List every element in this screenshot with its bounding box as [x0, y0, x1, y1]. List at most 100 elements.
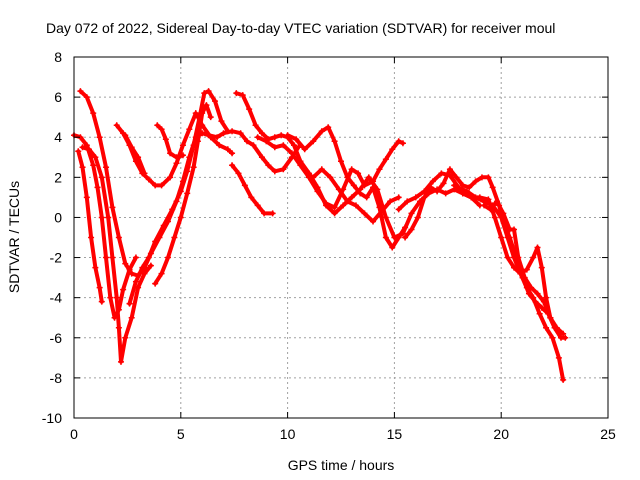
- data-point: [504, 234, 511, 241]
- data-point: [357, 190, 364, 197]
- data-point: [530, 254, 537, 261]
- data-point: [382, 214, 389, 221]
- data-point: [468, 194, 475, 201]
- data-point: [229, 150, 236, 157]
- x-tick-label: 10: [280, 426, 296, 442]
- data-point: [540, 298, 547, 305]
- data-point: [177, 188, 184, 195]
- data-point: [389, 244, 396, 251]
- data-point: [216, 142, 223, 149]
- data-point: [197, 112, 204, 119]
- data-point: [538, 264, 545, 271]
- series-track-13-markers: [284, 124, 409, 251]
- data-point: [158, 126, 165, 133]
- data-point: [115, 324, 122, 331]
- data-point: [79, 164, 86, 171]
- data-point: [318, 166, 325, 173]
- data-point: [297, 162, 304, 169]
- data-point: [96, 134, 103, 141]
- x-tick-label: 5: [177, 426, 185, 442]
- data-point: [109, 204, 116, 211]
- data-point: [453, 174, 460, 181]
- data-point: [83, 194, 90, 201]
- series-track-2-markers: [75, 148, 105, 305]
- data-point: [167, 174, 174, 181]
- data-point: [254, 134, 261, 141]
- y-tick-label: -8: [50, 370, 63, 386]
- data-point: [323, 200, 330, 207]
- data-point: [365, 174, 372, 181]
- data-point: [361, 210, 368, 217]
- data-point: [331, 204, 338, 211]
- data-point: [421, 188, 428, 195]
- x-axis-title: GPS time / hours: [288, 457, 395, 473]
- data-point: [521, 274, 528, 281]
- data-point: [338, 158, 344, 165]
- data-point: [128, 314, 135, 321]
- data-point: [280, 166, 287, 173]
- data-point: [440, 180, 447, 187]
- series-track-10-markers: [229, 162, 276, 217]
- data-point: [103, 164, 110, 171]
- data-point: [442, 190, 449, 197]
- data-point: [284, 132, 291, 139]
- data-point: [265, 162, 272, 169]
- data-point: [224, 146, 231, 153]
- data-point: [560, 376, 567, 383]
- data-point: [128, 144, 135, 151]
- data-point: [184, 168, 191, 175]
- x-tick-label: 25: [600, 426, 616, 442]
- data-point: [387, 198, 394, 205]
- data-point: [395, 194, 402, 201]
- data-point: [421, 194, 428, 201]
- data-point: [246, 106, 253, 113]
- data-point: [98, 298, 105, 305]
- data-point: [79, 144, 86, 151]
- data-point: [370, 218, 377, 225]
- data-point: [160, 222, 167, 229]
- data-point: [88, 234, 95, 241]
- data-point: [560, 330, 567, 337]
- x-tick-label: 15: [387, 426, 403, 442]
- data-point: [395, 138, 402, 145]
- series-track-16-markers: [451, 182, 567, 337]
- data-point: [120, 286, 127, 293]
- y-tick-label: -2: [50, 250, 63, 266]
- data-point: [83, 94, 90, 101]
- data-point: [331, 210, 338, 217]
- data-point: [141, 270, 148, 277]
- data-point: [498, 234, 505, 241]
- data-point: [476, 194, 483, 201]
- data-point: [128, 270, 135, 277]
- data-point: [382, 234, 389, 241]
- data-series: [71, 88, 569, 383]
- data-point: [171, 234, 178, 241]
- y-tick-label: 8: [54, 49, 62, 65]
- data-point: [466, 184, 473, 191]
- series-track-12: [255, 135, 405, 210]
- data-point: [117, 358, 124, 365]
- data-point: [263, 138, 270, 145]
- data-point: [169, 206, 176, 213]
- data-point: [184, 190, 191, 197]
- data-point: [395, 206, 402, 213]
- series-track-18-markers: [310, 166, 402, 225]
- data-point: [244, 138, 251, 145]
- data-point: [90, 162, 97, 169]
- data-point: [190, 142, 197, 149]
- data-point: [543, 324, 550, 331]
- data-point: [122, 260, 129, 267]
- data-point: [105, 214, 112, 221]
- data-point: [237, 130, 244, 137]
- data-point: [487, 206, 494, 213]
- data-point: [218, 118, 225, 125]
- data-point: [271, 168, 278, 175]
- data-point: [233, 90, 240, 97]
- data-point: [451, 182, 458, 189]
- y-tick-label: 6: [54, 89, 62, 105]
- data-point: [534, 244, 541, 251]
- data-point: [389, 146, 396, 153]
- data-point: [92, 154, 99, 161]
- data-point: [402, 224, 409, 231]
- data-point: [220, 130, 227, 137]
